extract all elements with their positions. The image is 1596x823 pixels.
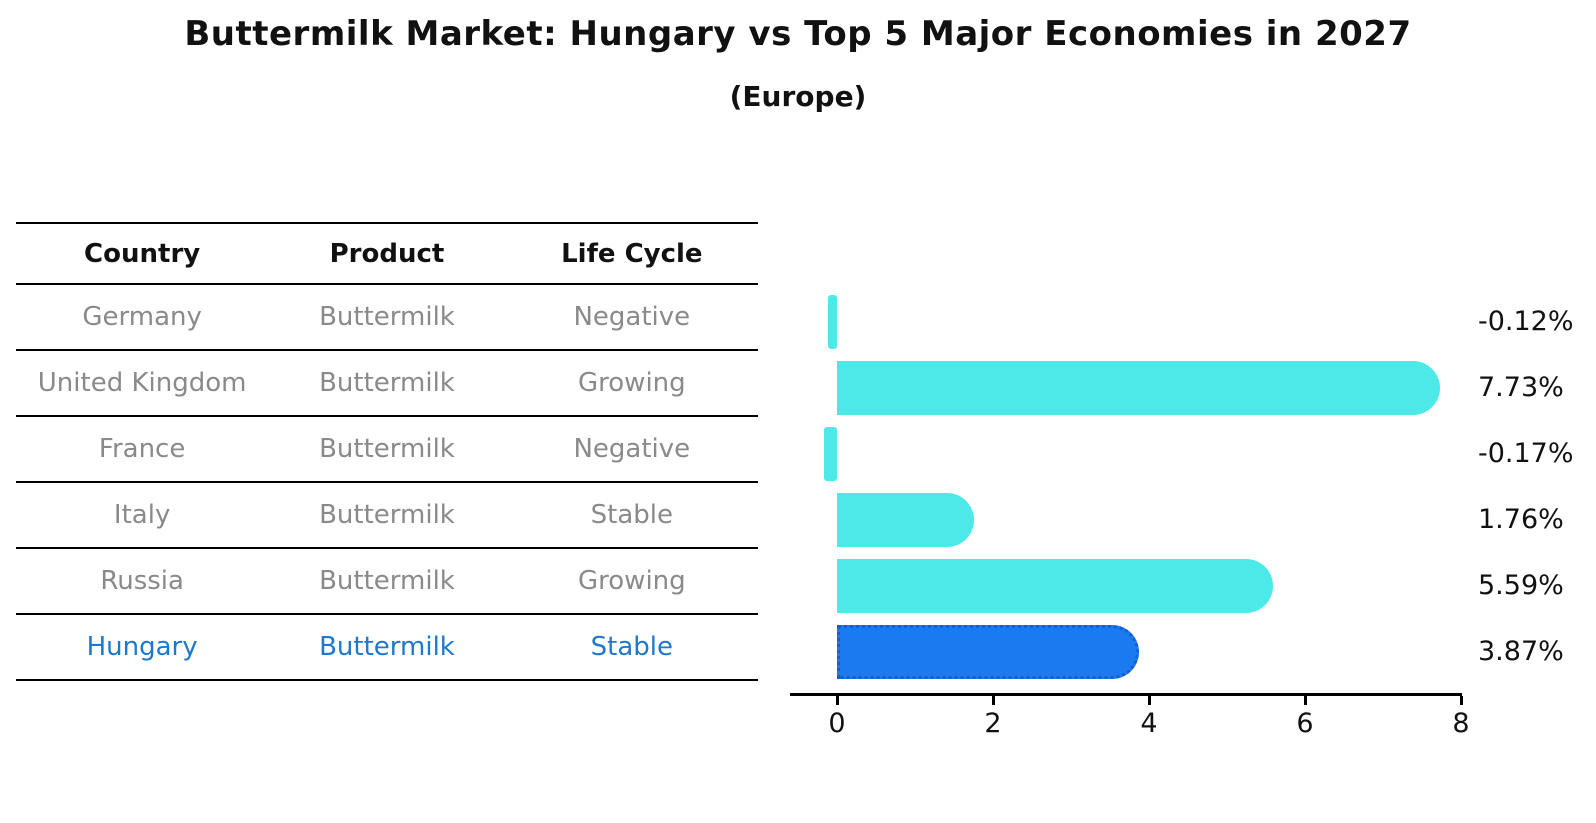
table-row-russia: Russia Buttermilk Growing <box>16 549 758 615</box>
bar-russia <box>837 559 1274 613</box>
x-tick-4 <box>1148 696 1151 705</box>
chart-subtitle: (Europe) <box>729 80 867 113</box>
x-tick-0 <box>836 696 839 705</box>
value-label-russia: 5.59% <box>1478 570 1564 601</box>
value-label-hungary: 3.87% <box>1478 636 1564 667</box>
table-row-germany: Germany Buttermilk Negative <box>16 285 758 351</box>
country-cell: Russia <box>100 566 184 596</box>
value-label-germany: -0.12% <box>1478 306 1574 337</box>
country-cell: Germany <box>82 302 202 332</box>
product-cell: Buttermilk <box>319 434 455 464</box>
column-header-product: Product <box>329 238 445 269</box>
country-cell: Italy <box>113 500 171 530</box>
table-row-hungary: Hungary Buttermilk Stable <box>16 615 758 681</box>
product-cell: Buttermilk <box>319 566 455 596</box>
table-row-italy: Italy Buttermilk Stable <box>16 483 758 549</box>
product-cell: Buttermilk <box>319 368 455 398</box>
life-cycle-cell: Stable <box>590 632 674 662</box>
x-tick-label-0: 0 <box>828 708 846 739</box>
bar-italy <box>837 493 975 547</box>
x-tick-label-6: 6 <box>1296 708 1314 739</box>
life-cycle-cell: Growing <box>578 566 686 596</box>
x-axis-line <box>790 693 1462 696</box>
value-label-france: -0.17% <box>1478 438 1574 469</box>
table-header-row: Country Product Life Cycle <box>16 224 758 285</box>
column-header-country: Country <box>84 238 201 269</box>
country-info-table: Country Product Life Cycle Germany Butte… <box>16 222 758 681</box>
country-cell: Hungary <box>86 632 198 662</box>
bar-france <box>823 427 837 481</box>
bar-germany <box>827 295 837 349</box>
country-cell: United Kingdom <box>37 368 247 398</box>
value-label-italy: 1.76% <box>1478 504 1564 535</box>
value-label-united-kingdom: 7.73% <box>1478 372 1564 403</box>
life-cycle-cell: Stable <box>590 500 674 530</box>
life-cycle-cell: Negative <box>573 302 691 332</box>
country-cell: France <box>98 434 186 464</box>
product-cell: Buttermilk <box>319 302 455 332</box>
x-tick-label-8: 8 <box>1452 708 1470 739</box>
x-tick-label-2: 2 <box>984 708 1002 739</box>
x-tick-label-4: 4 <box>1140 708 1158 739</box>
chart-title: Buttermilk Market: Hungary vs Top 5 Majo… <box>184 14 1412 54</box>
table-row-united-kingdom: United Kingdom Buttermilk Growing <box>16 351 758 417</box>
x-tick-2 <box>992 696 995 705</box>
x-tick-6 <box>1304 696 1307 705</box>
table-row-france: France Buttermilk Negative <box>16 417 758 483</box>
bar-united-kingdom <box>837 361 1440 415</box>
column-header-life-cycle: Life Cycle <box>561 238 703 269</box>
life-cycle-cell: Growing <box>578 368 686 398</box>
product-cell: Buttermilk <box>319 500 455 530</box>
life-cycle-cell: Negative <box>573 434 691 464</box>
product-cell: Buttermilk <box>319 632 455 662</box>
bar-hungary <box>837 625 1139 679</box>
x-tick-8 <box>1460 696 1463 705</box>
bar-chart: -0.12% 7.73% -0.17% 1.76% 5.59% 3.87% 0 2 4 6 8 <box>790 280 1596 760</box>
